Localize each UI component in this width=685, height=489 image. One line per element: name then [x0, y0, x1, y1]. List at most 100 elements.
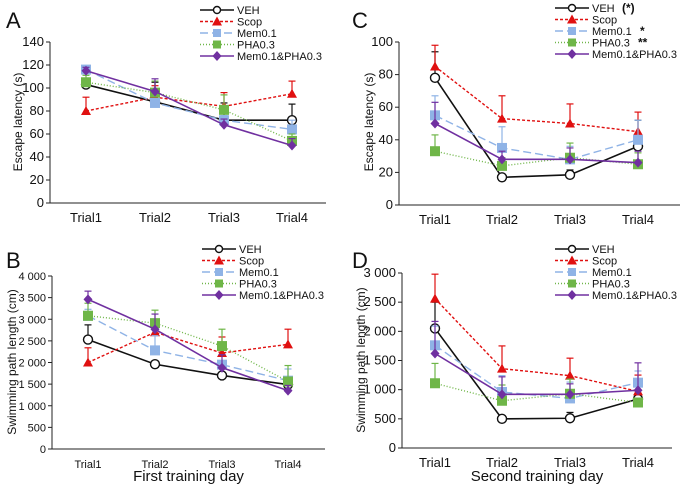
- data-point: [430, 293, 440, 303]
- legend-item: VEH (*): [555, 1, 635, 15]
- legend-label: VEH: [239, 244, 262, 256]
- data-point: [497, 113, 507, 123]
- data-point: [81, 77, 91, 88]
- series-line: [87, 315, 289, 383]
- legend-item: Mem0.1&PHA0.3: [202, 290, 324, 302]
- legend-item: Mem0.1: [555, 267, 632, 279]
- y-tick-label: 80: [30, 103, 44, 118]
- panel-b: B 0 500 1 000 1 500 2 000 2 500 3 000 3 500 4 000…: [5, 244, 325, 485]
- data-point: [429, 72, 441, 84]
- legend-label: Mem0.1: [592, 26, 632, 38]
- legend-item: Mem0.1&PHA0.3: [555, 290, 677, 302]
- data-point: [287, 140, 297, 151]
- data-point: [430, 61, 440, 71]
- data-point: [150, 324, 160, 335]
- data-point: [496, 413, 508, 425]
- legend-item: VEH: [200, 5, 260, 17]
- y-tick-label: 2 500: [363, 294, 396, 309]
- data-point: [565, 389, 575, 400]
- legend-item: PHA0.3 **: [555, 36, 648, 50]
- legend-marker: [214, 255, 224, 265]
- y-tick-label: 4 000: [18, 271, 46, 283]
- data-point: [150, 97, 160, 108]
- legend-item: Mem0.1: [200, 28, 277, 40]
- data-point: [633, 157, 643, 168]
- x-tick-label: Trial1: [70, 210, 102, 225]
- x-tick-label: Trial4: [622, 455, 654, 470]
- y-tick-label: 1 000: [18, 401, 46, 413]
- series-scop: [83, 320, 293, 367]
- y-tick-label: 0: [37, 195, 44, 210]
- legend-label: PHA0.3: [592, 279, 630, 291]
- x-axis-label: Second training day: [471, 468, 604, 485]
- legend-label: PHA0.3: [592, 38, 630, 50]
- legend-marker: [567, 14, 577, 24]
- series-line: [85, 69, 293, 147]
- x-tick-label: Trial3: [208, 459, 235, 471]
- x-tick-label: Trial1: [419, 455, 451, 470]
- legend-marker: [568, 279, 576, 288]
- y-tick-label: 2 500: [18, 336, 46, 348]
- data-point: [565, 370, 575, 380]
- data-point: [497, 395, 507, 406]
- series-line: [434, 122, 639, 164]
- y-tick-label: 2 000: [363, 323, 396, 338]
- legend-marker: [212, 5, 222, 15]
- legend-label: Scop: [239, 256, 264, 268]
- data-point: [497, 363, 507, 373]
- data-point: [633, 134, 643, 145]
- y-tick-label: 100: [22, 80, 44, 95]
- x-axis-label: First training day: [133, 468, 244, 485]
- data-point: [219, 104, 229, 115]
- legend-marker: [567, 290, 577, 300]
- legend-label: VEH: [592, 3, 615, 15]
- data-point: [564, 413, 576, 424]
- series-line: [434, 382, 639, 404]
- data-point: [283, 385, 293, 396]
- data-point: [564, 169, 576, 181]
- y-axis-label: Escape latency (s): [362, 73, 376, 172]
- legend-marker: [568, 27, 576, 35]
- data-point: [219, 119, 229, 130]
- legend-item: Mem0.1&PHA0.3: [200, 51, 322, 63]
- x-tick-label: Trial3: [208, 210, 240, 225]
- data-point: [430, 378, 440, 389]
- panel-a: A 0 20 40 60 80 100 120 140 Trial1 Trial2 Trial3 Tri…: [6, 5, 326, 225]
- data-point: [565, 118, 575, 128]
- legend-label: Scop: [237, 17, 262, 29]
- series-line: [434, 327, 639, 420]
- y-tick-label: 60: [30, 126, 44, 141]
- x-tick-label: Trial4: [276, 210, 308, 225]
- x-tick-label: Trial2: [486, 212, 518, 227]
- legend-label: PHA0.3: [239, 279, 277, 291]
- data-point: [565, 154, 575, 165]
- legend-label: Mem0.1&PHA0.3: [239, 290, 324, 302]
- series-line: [434, 65, 639, 133]
- y-tick-label: 500: [28, 422, 46, 434]
- x-tick-label: Trial3: [554, 212, 586, 227]
- legend-label: Mem0.1&PHA0.3: [592, 290, 677, 302]
- series-pha0-3: [430, 134, 643, 171]
- legend-label: Mem0.1: [239, 267, 279, 279]
- legend-marker: [212, 16, 222, 26]
- panel-letter: B: [6, 248, 21, 273]
- legend-label: Scop: [592, 15, 617, 27]
- panel-c: C 0 20 40 60 80 100 Trial1 Trial2 Trial3 Trial4 Esc…: [352, 1, 680, 227]
- y-tick-label: 80: [379, 67, 393, 82]
- data-point: [283, 376, 293, 387]
- panel-letter: C: [352, 8, 368, 33]
- series-line: [87, 298, 289, 392]
- legend-item: Scop: [202, 255, 264, 268]
- series-line: [87, 315, 289, 382]
- data-point: [83, 310, 93, 321]
- y-tick-label: 3 000: [18, 314, 46, 326]
- data-point: [217, 341, 227, 352]
- y-tick-label: 120: [22, 57, 44, 72]
- series-line: [85, 81, 293, 142]
- legend-marker: [567, 3, 577, 13]
- series-line: [434, 344, 639, 400]
- legend-marker: [568, 38, 576, 47]
- legend-label: Mem0.1&PHA0.3: [592, 49, 677, 61]
- series-mem0-1-pha0-3: [81, 65, 297, 151]
